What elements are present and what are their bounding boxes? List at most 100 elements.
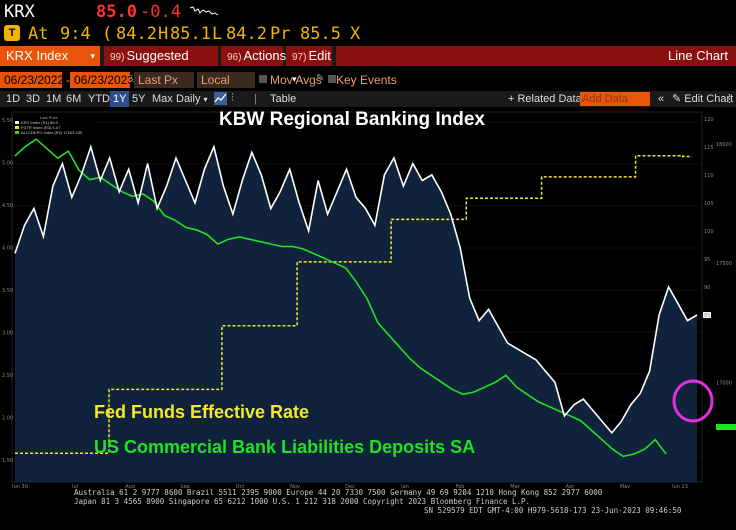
mov-avgs-edit-icon[interactable]: ✎ bbox=[316, 73, 325, 84]
collapse-icon[interactable]: « bbox=[658, 93, 665, 105]
key-events-checkbox[interactable] bbox=[328, 75, 336, 83]
mov-avgs-checkbox[interactable] bbox=[259, 75, 267, 83]
open-price: 84.2 bbox=[116, 24, 157, 44]
dropdown-icon: ▾ bbox=[90, 51, 95, 61]
start-date-field[interactable]: 06/23/2022 bbox=[0, 72, 64, 88]
legend-swatch-krx bbox=[15, 121, 19, 124]
actions-label: Actions bbox=[243, 48, 287, 63]
right-tick-label-krx: 95 bbox=[704, 257, 710, 263]
edit-button[interactable]: 97) Edit ▾ bbox=[286, 46, 332, 84]
chart-title: KBW Regional Banking Index bbox=[219, 109, 485, 130]
period-1y[interactable]: 1Y bbox=[110, 91, 130, 107]
line-style-icon[interactable] bbox=[214, 92, 227, 105]
x-tick-label: Jan bbox=[400, 484, 409, 488]
edit-chart-button[interactable]: ✎ Edit Chart bbox=[672, 93, 734, 105]
period-ytd[interactable]: YTD bbox=[88, 93, 110, 105]
low-icon: L bbox=[212, 24, 223, 44]
separator-icon: | bbox=[254, 93, 257, 105]
open-icon: ( bbox=[102, 24, 113, 44]
last-value-tag-deposits bbox=[716, 424, 736, 430]
dropdown-icon: ▾ bbox=[203, 95, 208, 104]
right-tick-label-deposits: 18000 bbox=[716, 142, 732, 148]
right-tick-label-krx: 110 bbox=[704, 173, 714, 179]
x-tick-label: Jul bbox=[71, 484, 78, 488]
series-line-krx bbox=[14, 144, 698, 435]
bar-style-icon[interactable]: ⫶ bbox=[231, 92, 234, 104]
x-tick-label: Aug bbox=[125, 484, 135, 488]
frequency-select[interactable]: Daily ▾ bbox=[176, 91, 208, 107]
parameter-bar: 06/23/2022 - 06/23/2023 Last Px Local CC… bbox=[0, 70, 736, 103]
x-tick-label: Jun 30 bbox=[11, 484, 28, 488]
left-tick-label: 3.50 bbox=[2, 288, 13, 294]
prev-label: Pr bbox=[270, 24, 291, 44]
edit-chart-label: Edit Chart bbox=[684, 93, 734, 105]
key-events-label: Key Events bbox=[336, 73, 397, 87]
x-tick-label: May bbox=[620, 484, 630, 488]
footer-line-1: Australia 61 2 9777 8600 Brazil 5511 239… bbox=[74, 488, 603, 497]
left-tick-label: 2.00 bbox=[2, 416, 13, 422]
period-6m[interactable]: 6M bbox=[66, 93, 82, 105]
period-bar: 1D 3D 1M 6M YTD 1Y 5Y Max Daily ▾ ⫶ | Ta… bbox=[0, 91, 736, 107]
annotation-deposits: US Commercial Bank Liabilities Deposits … bbox=[94, 437, 475, 457]
period-1m[interactable]: 1M bbox=[46, 93, 62, 105]
right-tick-label-krx: 100 bbox=[704, 229, 714, 235]
period-3d[interactable]: 3D bbox=[26, 93, 41, 105]
legend-swatch-fdtr bbox=[15, 126, 19, 129]
series-line-deposits bbox=[14, 138, 667, 458]
x-tick-label: Feb bbox=[456, 484, 465, 488]
edit-label: Edit bbox=[308, 48, 331, 63]
related-data-button[interactable]: + Related Data ▾ bbox=[508, 91, 589, 107]
period-1d[interactable]: 1D bbox=[6, 93, 21, 105]
x-label: X bbox=[350, 24, 361, 44]
x-tick-label: Jun 23 bbox=[671, 484, 688, 488]
ticker[interactable]: KRX bbox=[4, 2, 35, 22]
right-tick-label-krx: 120 bbox=[704, 117, 714, 123]
low-price: 84.2 bbox=[226, 24, 267, 44]
legend-row-fdtr: FDTR Index (R3) 5.07 bbox=[21, 125, 61, 130]
right-tick-label-deposits: 17000 bbox=[716, 380, 732, 386]
left-tick-label: 4.00 bbox=[2, 246, 13, 252]
mov-avgs-label: Mov Avgs bbox=[270, 73, 322, 87]
x-tick-label: Oct bbox=[236, 484, 245, 488]
chart-canvas[interactable]: 5.50 5.00 4.50 4.00 3.50 3.00 2.50 2.00 1.50 120… bbox=[0, 108, 736, 488]
actions-num: 96) bbox=[227, 52, 242, 63]
add-data-input[interactable]: Add Data bbox=[580, 92, 650, 106]
annotation-fed-funds: Fed Funds Effective Rate bbox=[94, 402, 309, 422]
period-5y[interactable]: 5Y bbox=[132, 93, 146, 105]
frequency-label: Daily bbox=[176, 93, 201, 105]
right-tick-label-krx: 90 bbox=[704, 285, 710, 291]
end-date-field[interactable]: 06/23/2023 bbox=[70, 72, 134, 88]
sparkline-icon bbox=[190, 6, 219, 16]
last-value-tag-krx bbox=[703, 312, 711, 319]
chart-type-label: Line Chart bbox=[336, 46, 736, 66]
legend-title: Last Price bbox=[40, 115, 59, 120]
chart-toolbar: KRX Index ▾ 99)Suggested Charts ▾ 96)Act… bbox=[0, 46, 736, 85]
right-tick-label-krx: 85 bbox=[704, 313, 710, 319]
footer: Australia 61 2 9777 8600 Brazil 5511 239… bbox=[0, 486, 736, 530]
left-tick-label: 5.00 bbox=[2, 161, 13, 167]
left-tick-label: 3.00 bbox=[2, 331, 13, 337]
table-button[interactable]: Table bbox=[270, 93, 297, 105]
legend-bg bbox=[14, 114, 92, 136]
security-label: KRX Index bbox=[6, 48, 69, 63]
x-tick-label: Dec bbox=[345, 484, 355, 488]
period-max[interactable]: Max bbox=[152, 93, 173, 105]
suggested-charts-button[interactable]: 99)Suggested Charts ▾ bbox=[104, 46, 218, 85]
left-tick-label: 2.50 bbox=[2, 373, 13, 379]
high-icon: H bbox=[158, 24, 169, 44]
more-icon[interactable]: ⋮ bbox=[724, 93, 735, 105]
actions-button[interactable]: 96)Actions ▾ bbox=[221, 46, 287, 84]
at-label: At bbox=[28, 24, 49, 44]
legend: Last Price KRX Index (R1) 85.0 FDTR Inde… bbox=[14, 114, 92, 136]
security-field[interactable]: KRX Index ▾ bbox=[0, 46, 100, 66]
net-change: -0.4 bbox=[140, 2, 181, 22]
left-tick-label: 1.50 bbox=[2, 458, 13, 464]
right-tick-label-krx: 115 bbox=[704, 145, 714, 151]
last-price: 85.0 bbox=[96, 2, 137, 22]
krx-area-fill bbox=[15, 146, 697, 483]
price-field-select[interactable]: Last Px bbox=[134, 72, 194, 88]
currency-select[interactable]: Local CCY bbox=[197, 72, 255, 103]
quote-row-2: T At 9:4 ( 84.2 H 85.1 L 84.2 Pr 85.5 X bbox=[0, 22, 736, 44]
left-tick-label: 4.50 bbox=[2, 203, 13, 209]
prev-price: 85.5 bbox=[300, 24, 341, 44]
